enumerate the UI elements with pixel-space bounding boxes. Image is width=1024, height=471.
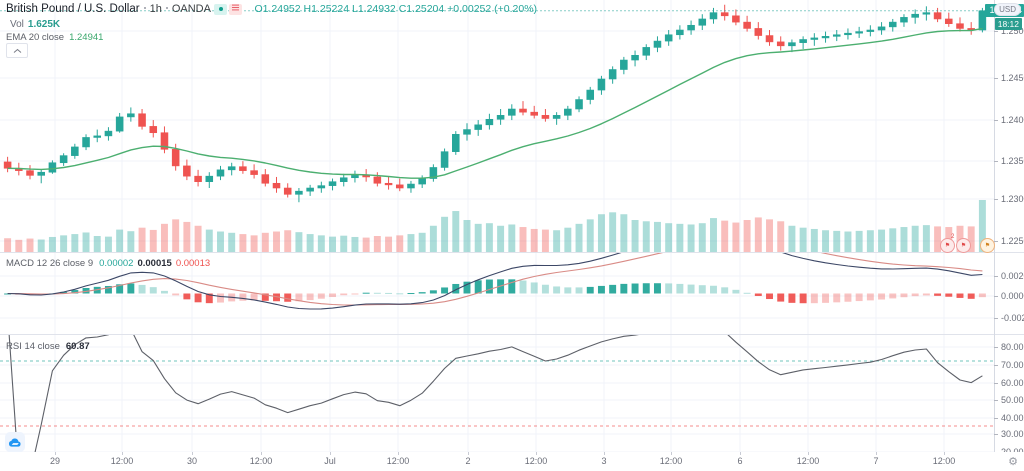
macd-legend[interactable]: MACD 12 26 close 9 0.00002 0.00015 0.00013: [6, 257, 210, 270]
circle-dot-icon[interactable]: [214, 3, 228, 15]
price-tick-label: 1.23500: [994, 156, 1024, 166]
time-tick-label: 30: [186, 456, 198, 466]
time-tick-label: 12:00: [524, 456, 548, 466]
time-tick-label: 12:00: [386, 456, 410, 466]
price-tick-label: 1.22500: [994, 236, 1024, 246]
time-tick-label: 12:00: [249, 456, 273, 466]
time-tick-mark: [944, 452, 945, 455]
time-tick-mark: [876, 452, 877, 455]
event-marker-icon[interactable]: ⚑: [980, 238, 995, 253]
symbol-legend[interactable]: British Pound / U.S. Dollar 1h OANDA O1.24…: [6, 3, 537, 16]
ema-value: 1.24941: [69, 32, 104, 43]
volume-value: 1.625K: [27, 19, 61, 30]
macd-value-2: 0.00015: [137, 258, 172, 269]
event-marker-icon[interactable]: ⚑: [940, 238, 955, 253]
time-tick-mark: [671, 452, 672, 455]
exchange-label[interactable]: OANDA: [171, 3, 211, 15]
price-scale-axis: [994, 0, 995, 452]
macd-tick-label: -0.00200: [994, 313, 1024, 323]
time-tick-label: 12:00: [796, 456, 820, 466]
price-tick-label: 1.24000: [994, 115, 1024, 125]
cloud-logo-icon[interactable]: [5, 432, 25, 452]
macd-label: MACD 12 26 close 9: [6, 258, 94, 269]
interval-label[interactable]: 1h: [149, 3, 162, 15]
time-tick-mark: [330, 452, 331, 455]
event-marker-count: 2: [951, 234, 955, 240]
time-tick-label: 12:00: [659, 456, 683, 466]
volume-legend[interactable]: Vol 1.625K: [10, 18, 60, 31]
time-tick-mark: [261, 452, 262, 455]
symbol-name[interactable]: British Pound / U.S. Dollar: [6, 3, 140, 15]
rsi-legend[interactable]: RSI 14 close 60.87: [6, 340, 90, 353]
time-tick-mark: [740, 452, 741, 455]
rsi-label: RSI 14 close: [6, 341, 60, 352]
event-marker-icon[interactable]: ⚑: [956, 238, 971, 253]
volume-label: Vol: [10, 19, 24, 30]
time-tick-label: 3: [601, 456, 607, 466]
rsi-value: 60.87: [65, 341, 90, 352]
time-tick-mark: [536, 452, 537, 455]
rsi-chart-canvas[interactable]: [0, 335, 994, 452]
time-tick-label: Jul: [324, 456, 336, 466]
current-time-badge[interactable]: 18:12: [994, 17, 1022, 30]
chevron-up-icon[interactable]: [6, 43, 28, 58]
time-tick-mark: [604, 452, 605, 455]
price-pane[interactable]: [0, 0, 994, 252]
ema-legend[interactable]: EMA 20 close 1.24941: [6, 31, 103, 44]
time-tick-mark: [398, 452, 399, 455]
time-tick-label: 12:00: [932, 456, 956, 466]
rsi-tick-label: 50.00: [994, 395, 1024, 405]
price-tick-label: 1.24500: [994, 73, 1024, 83]
time-axis[interactable]: 29 12:00 30 12:00 Jul 12:00 2 12:00 3 12:00 6 12:00…: [0, 452, 1024, 471]
time-tick-mark: [808, 452, 809, 455]
rsi-tick-label: 40.00: [994, 413, 1024, 423]
time-tick-label: 7: [873, 456, 879, 466]
rsi-tick-label: 60.00: [994, 378, 1024, 388]
time-tick-mark: [122, 452, 123, 455]
rsi-pane[interactable]: [0, 335, 994, 452]
macd-tick-label: 0.00000: [994, 291, 1024, 301]
macd-chart-canvas[interactable]: [0, 253, 994, 334]
time-tick-label: 2: [465, 456, 471, 466]
rsi-tick-label: 80.00: [994, 342, 1024, 352]
price-chart-canvas[interactable]: [0, 0, 994, 252]
time-tick-label: 29: [49, 456, 61, 466]
time-tick-mark: [192, 452, 193, 455]
price-tick-label: 1.23000: [994, 194, 1024, 204]
macd-value-3: 0.00013: [175, 258, 211, 269]
time-tick-label: 12:00: [110, 456, 134, 466]
ohlc-values: O1.24952 H1.25224 L1.24932 C1.25204 +0.0…: [254, 3, 538, 15]
gear-icon[interactable]: ⚙: [1008, 456, 1018, 468]
ema-label: EMA 20 close: [6, 32, 65, 43]
time-tick-mark: [55, 452, 56, 455]
bars-icon[interactable]: [229, 3, 243, 15]
time-tick-label: 6: [737, 456, 743, 466]
pane-divider-1[interactable]: [0, 252, 1024, 253]
macd-value-1: 0.00002: [99, 258, 134, 269]
price-tick-label: 1.25000: [994, 26, 1024, 36]
currency-badge[interactable]: USD: [994, 3, 1021, 16]
rsi-tick-label: 70.00: [994, 360, 1024, 370]
macd-pane[interactable]: [0, 253, 994, 334]
rsi-tick-label: 30.00: [994, 429, 1024, 439]
pane-divider-2[interactable]: [0, 334, 1024, 335]
macd-tick-label: 0.00200: [994, 271, 1024, 281]
time-tick-mark: [468, 452, 469, 455]
